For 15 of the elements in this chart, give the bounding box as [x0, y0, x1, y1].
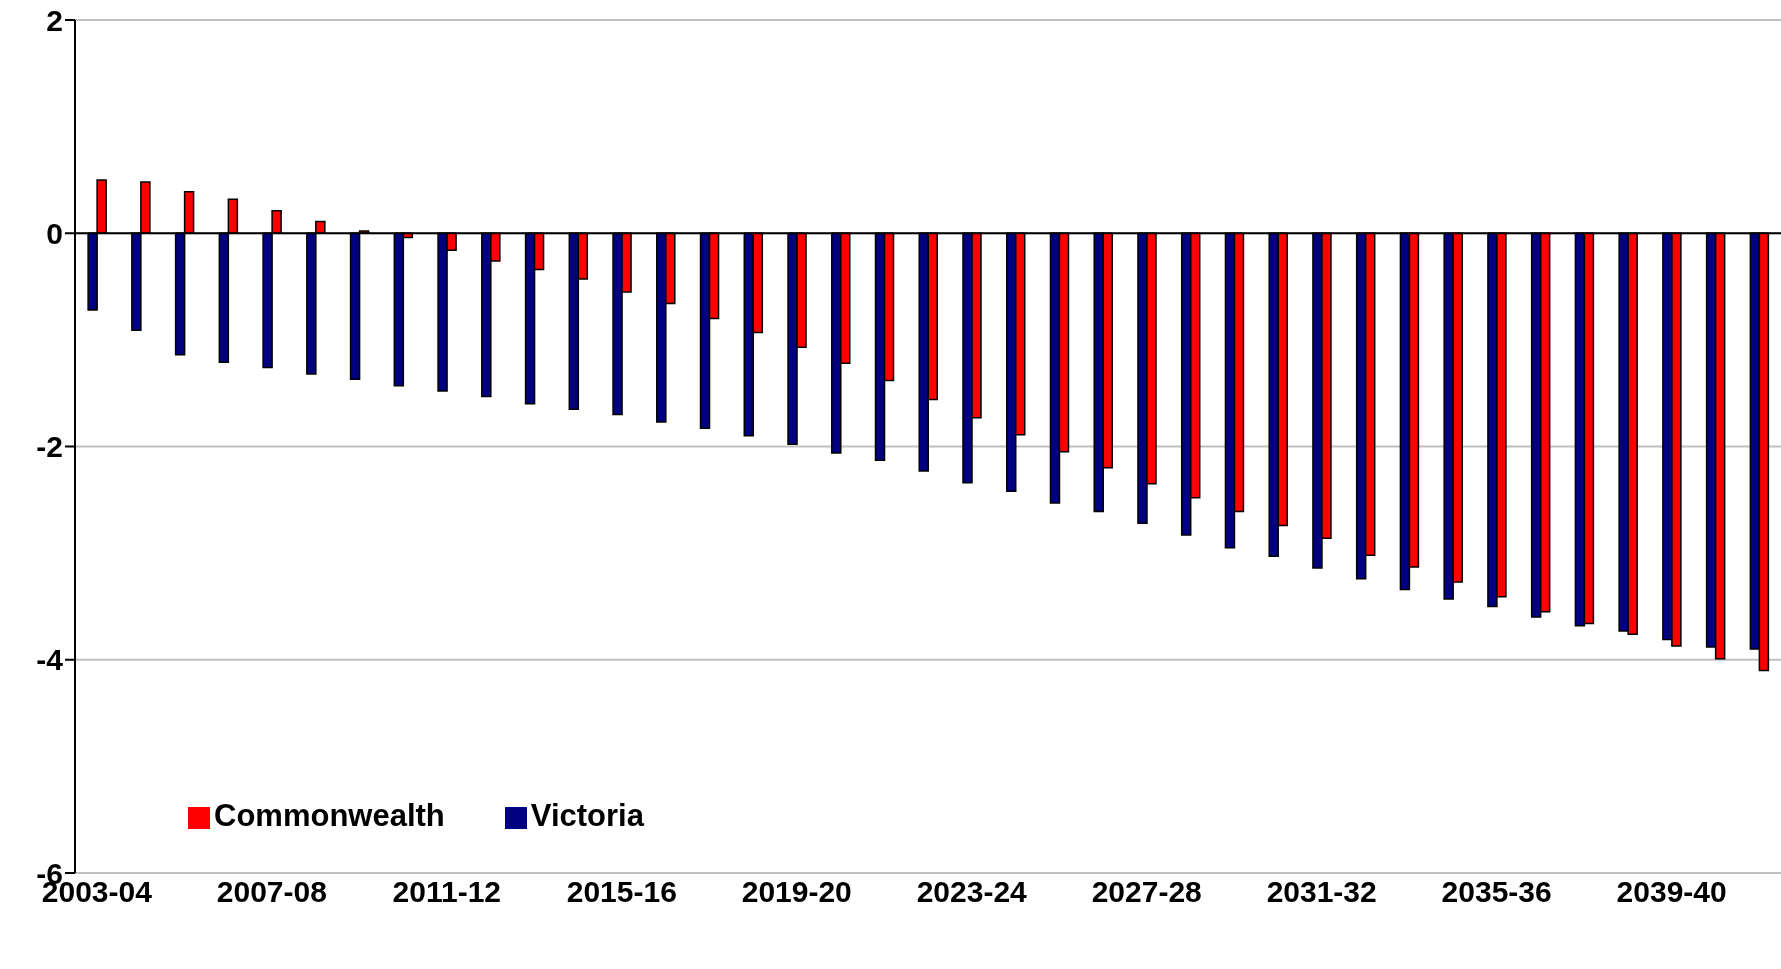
y-tick-label: -2	[36, 430, 63, 464]
legend-label: Victoria	[530, 798, 644, 833]
y-tick-label: 2	[46, 3, 63, 37]
legend-label: Commonwealth	[214, 798, 445, 833]
y-tick-label: -4	[36, 643, 64, 677]
x-tick-label: 2019-20	[741, 875, 852, 909]
x-tick-label: 2007-08	[216, 875, 327, 909]
x-tick-label: 2039-40	[1616, 875, 1727, 909]
y-tick-label: 0	[46, 216, 63, 250]
x-tick-label: 2031-32	[1266, 875, 1377, 909]
x-tick-label: 2035-36	[1441, 875, 1552, 909]
x-tick-label: 2011-12	[392, 875, 502, 909]
x-tick-label: 2015-16	[566, 875, 677, 909]
x-tick-label: 2027-28	[1091, 875, 1202, 909]
x-tick-label: 2023-24	[916, 875, 1028, 909]
